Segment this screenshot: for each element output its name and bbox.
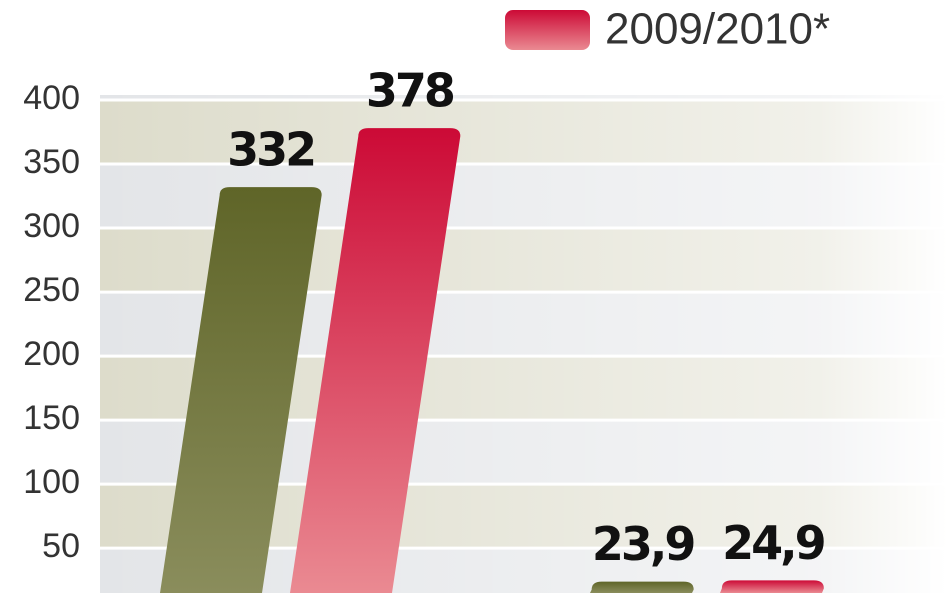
bar (160, 187, 322, 593)
y-tick-label: 100 (23, 463, 80, 501)
y-tick-label: 300 (23, 207, 80, 245)
legend-label: 2009/2010* (605, 5, 830, 54)
value-label: 23,9 (592, 517, 694, 571)
value-label: 24,9 (722, 516, 824, 570)
legend-swatch (505, 10, 590, 50)
y-tick-label: 200 (23, 335, 80, 373)
y-tick-label: 50 (42, 527, 80, 565)
y-tick-label: 350 (23, 143, 80, 181)
value-label: 378 (366, 64, 454, 118)
value-label: 332 (227, 123, 314, 177)
y-tick-label: 150 (23, 399, 80, 437)
y-tick-label: 400 (23, 79, 80, 117)
bar (720, 580, 824, 593)
bar (590, 581, 694, 593)
y-tick-label: 250 (23, 271, 80, 309)
bar (290, 128, 461, 593)
